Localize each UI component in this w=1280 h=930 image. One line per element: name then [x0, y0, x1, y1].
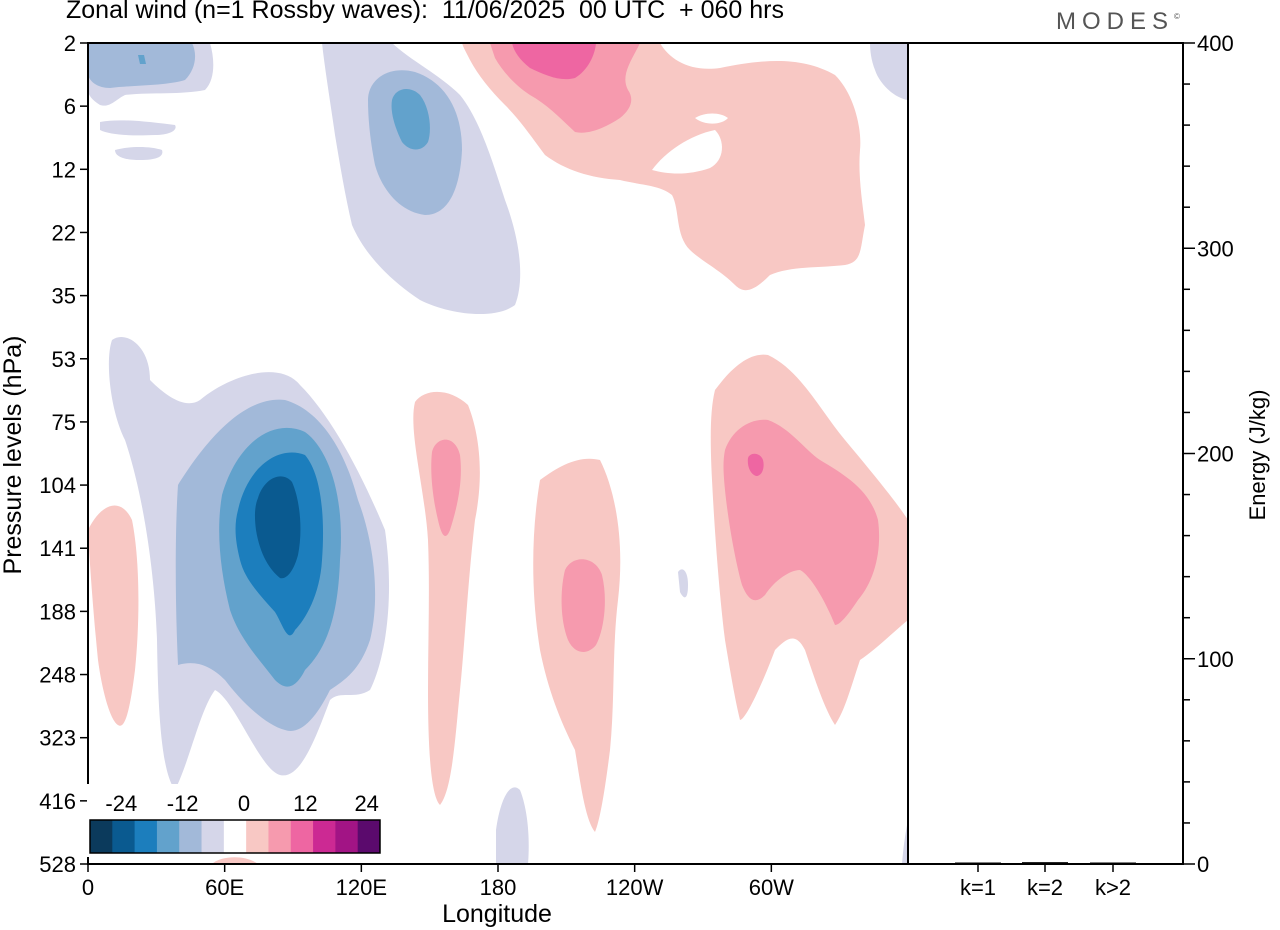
y-tick-label: 22 [52, 220, 76, 245]
energy-tick-label: 0 [1197, 852, 1209, 877]
pressure-axis: 2 6 12 22 35 53 75 104 141 188 248 323 416 528 [39, 31, 88, 877]
energy-bar [1022, 862, 1068, 864]
y-tick-label: 141 [39, 536, 76, 561]
y-tick-label: 104 [39, 473, 76, 498]
copyright-mark: © [1174, 12, 1180, 21]
colorbar-tick-label: 24 [354, 791, 378, 816]
energy-tick-label: 100 [1197, 647, 1234, 672]
colorbar-tick-label: 12 [293, 791, 317, 816]
x-tick-label: 0 [82, 875, 94, 900]
y-tick-label: 248 [39, 663, 76, 688]
positive-anomaly-region [695, 113, 728, 124]
brand-text: MODES [1056, 8, 1175, 35]
x-tick-label: 60W [749, 875, 794, 900]
x-tick-label: 120E [336, 875, 387, 900]
energy-tick-label: 300 [1197, 236, 1234, 261]
y-tick-label: 6 [64, 94, 76, 119]
y-tick-label: 323 [39, 726, 76, 751]
x-axis-label: Longitude [442, 900, 552, 928]
colorbar-swatch [223, 820, 247, 853]
positive-anomaly-region [212, 857, 258, 864]
colorbar-swatch [179, 820, 203, 853]
energy-bars: k=1 k=2 k>2 [955, 862, 1136, 900]
bar-category-label: k=2 [1027, 875, 1063, 900]
bar-category-label: k>2 [1095, 875, 1131, 900]
x-tick-label: 60E [205, 875, 244, 900]
y-tick-label: 188 [39, 599, 76, 624]
negative-anomaly-region [391, 88, 430, 150]
y-tick-label: 35 [52, 284, 76, 309]
positive-anomaly-region [652, 130, 722, 174]
positive-anomaly-region [561, 559, 605, 652]
positive-anomaly-region [88, 505, 139, 726]
negative-anomaly-region [115, 147, 163, 160]
negative-anomaly-region [100, 120, 176, 136]
y-tick-label: 2 [64, 31, 76, 56]
positive-anomaly-region [431, 439, 461, 536]
y-tick-label: 75 [52, 410, 76, 435]
longitude-axis: 0 60E 120E 180 120W 60W [82, 864, 794, 900]
bar-category-label: k=1 [960, 875, 996, 900]
negative-anomaly-region [88, 43, 196, 88]
energy-plot-frame [907, 42, 1184, 865]
colorbar-swatch [357, 820, 381, 853]
positive-anomaly-region [747, 453, 764, 476]
modes-logo: MODES© [1056, 8, 1180, 36]
y-tick-label: 12 [52, 157, 76, 182]
colorbar-swatch [335, 820, 359, 853]
colorbar-tick-label: 0 [238, 791, 250, 816]
x-tick-label: 180 [480, 875, 517, 900]
negative-anomaly-region [902, 820, 908, 864]
energy-axis-label: Energy (J/kg) [1245, 390, 1270, 521]
energy-bar [955, 862, 1001, 864]
y-tick-label: 528 [39, 852, 76, 877]
positive-anomaly-region [512, 43, 596, 80]
negative-anomaly-region [496, 787, 529, 864]
energy-bar [1090, 862, 1136, 864]
y-axis-label: Pressure levels (hPa) [0, 336, 27, 575]
negative-anomaly-region [138, 55, 146, 64]
energy-tick-label: 400 [1197, 31, 1234, 56]
negative-anomaly-region [254, 476, 301, 579]
colorbar-swatch [134, 820, 158, 853]
negative-anomaly-region [678, 569, 688, 598]
colorbar-swatch [90, 820, 113, 853]
negative-anomaly-region [870, 43, 908, 100]
colorbar-tick-label: -12 [167, 791, 199, 816]
colorbar-swatch [156, 820, 180, 853]
colorbar-swatch [290, 820, 314, 853]
colorbar-tick-label: -24 [105, 791, 137, 816]
positive-anomaly-region [413, 391, 480, 805]
x-tick-label: 120W [606, 875, 664, 900]
colorbar-swatch [268, 820, 292, 853]
y-tick-label: 416 [39, 789, 76, 814]
colorbar-swatch [313, 820, 336, 853]
colorbar-swatch [112, 820, 136, 853]
colorbar-frame [89, 819, 381, 854]
energy-tick-label: 200 [1197, 442, 1234, 467]
colorbar-swatch [246, 820, 269, 853]
contour-field [88, 43, 908, 864]
energy-axis: 0 100 200 300 400 [1183, 31, 1234, 877]
chart-title: Zonal wind (n=1 Rossby waves): 11/06/202… [66, 0, 784, 24]
y-tick-label: 53 [52, 347, 76, 372]
colorbar-swatch [201, 820, 225, 853]
colorbar: -24 -12 0 12 24 [87, 784, 383, 857]
